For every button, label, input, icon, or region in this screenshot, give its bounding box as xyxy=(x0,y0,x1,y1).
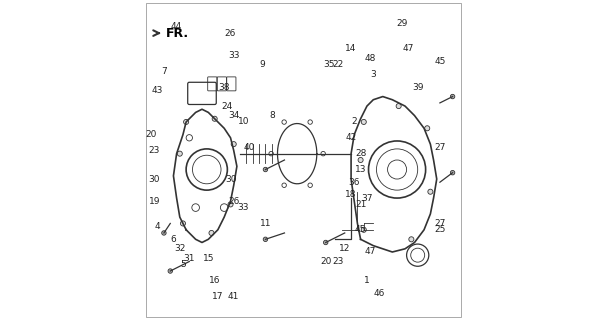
Text: 36: 36 xyxy=(348,178,360,187)
Text: 7: 7 xyxy=(161,67,167,76)
Text: 35: 35 xyxy=(323,60,334,69)
Text: 27: 27 xyxy=(434,143,446,152)
Text: 25: 25 xyxy=(434,225,446,234)
Text: 23: 23 xyxy=(333,257,344,266)
Text: 28: 28 xyxy=(355,149,366,158)
Text: 6: 6 xyxy=(171,235,176,244)
Text: 24: 24 xyxy=(222,101,233,111)
Text: 46: 46 xyxy=(374,289,385,298)
Text: 29: 29 xyxy=(396,19,407,28)
Circle shape xyxy=(177,151,182,156)
Text: 10: 10 xyxy=(237,117,249,126)
Text: 30: 30 xyxy=(225,174,236,184)
Circle shape xyxy=(358,157,363,163)
Circle shape xyxy=(231,142,236,147)
Circle shape xyxy=(409,237,414,242)
Circle shape xyxy=(450,171,455,175)
Text: 17: 17 xyxy=(212,292,223,301)
Text: 40: 40 xyxy=(244,143,256,152)
Circle shape xyxy=(209,230,214,236)
Text: 47: 47 xyxy=(402,44,414,53)
Text: 11: 11 xyxy=(260,219,271,228)
Text: 1: 1 xyxy=(364,276,370,285)
Circle shape xyxy=(212,116,217,121)
Text: 4: 4 xyxy=(155,222,160,231)
Text: 22: 22 xyxy=(333,60,344,69)
Text: 48: 48 xyxy=(364,54,376,63)
Text: 38: 38 xyxy=(219,83,230,92)
Text: 31: 31 xyxy=(183,254,195,263)
Circle shape xyxy=(263,167,268,172)
Text: 43: 43 xyxy=(152,86,163,95)
Text: 19: 19 xyxy=(149,197,160,206)
Text: 13: 13 xyxy=(355,165,367,174)
Circle shape xyxy=(228,202,233,207)
Text: 33: 33 xyxy=(228,51,239,60)
Text: 42: 42 xyxy=(345,133,357,142)
Text: 20: 20 xyxy=(320,257,331,266)
Circle shape xyxy=(396,104,401,108)
Text: 21: 21 xyxy=(355,200,366,209)
Text: 41: 41 xyxy=(228,292,239,301)
Text: 5: 5 xyxy=(180,260,186,269)
Text: 14: 14 xyxy=(345,44,357,53)
Text: 3: 3 xyxy=(370,70,376,79)
Circle shape xyxy=(180,221,186,226)
Text: 12: 12 xyxy=(339,244,350,253)
Circle shape xyxy=(450,94,455,99)
Text: 8: 8 xyxy=(269,111,274,120)
Text: 20: 20 xyxy=(146,130,157,139)
Text: 39: 39 xyxy=(412,83,424,92)
Circle shape xyxy=(263,237,268,242)
Circle shape xyxy=(324,240,328,245)
Text: 45: 45 xyxy=(434,57,446,66)
Circle shape xyxy=(161,231,166,235)
Circle shape xyxy=(168,269,172,273)
Text: 26: 26 xyxy=(228,197,239,206)
Circle shape xyxy=(425,126,430,131)
Circle shape xyxy=(183,119,189,124)
Text: FR.: FR. xyxy=(166,27,189,40)
Text: 18: 18 xyxy=(345,190,357,199)
Text: 37: 37 xyxy=(361,194,373,203)
Text: 34: 34 xyxy=(228,111,239,120)
Text: 26: 26 xyxy=(225,28,236,38)
Circle shape xyxy=(361,227,366,232)
Text: 44: 44 xyxy=(171,22,182,31)
Text: 9: 9 xyxy=(259,60,265,69)
Text: 27: 27 xyxy=(434,219,446,228)
Text: 15: 15 xyxy=(203,254,214,263)
Text: 30: 30 xyxy=(149,174,160,184)
Circle shape xyxy=(361,119,366,124)
Text: 47: 47 xyxy=(364,247,376,257)
Text: 16: 16 xyxy=(209,276,220,285)
Text: 2: 2 xyxy=(351,117,357,126)
Text: 33: 33 xyxy=(237,203,249,212)
Circle shape xyxy=(428,189,433,194)
Text: 45: 45 xyxy=(355,225,366,234)
Text: 23: 23 xyxy=(149,146,160,155)
Text: 32: 32 xyxy=(174,244,186,253)
